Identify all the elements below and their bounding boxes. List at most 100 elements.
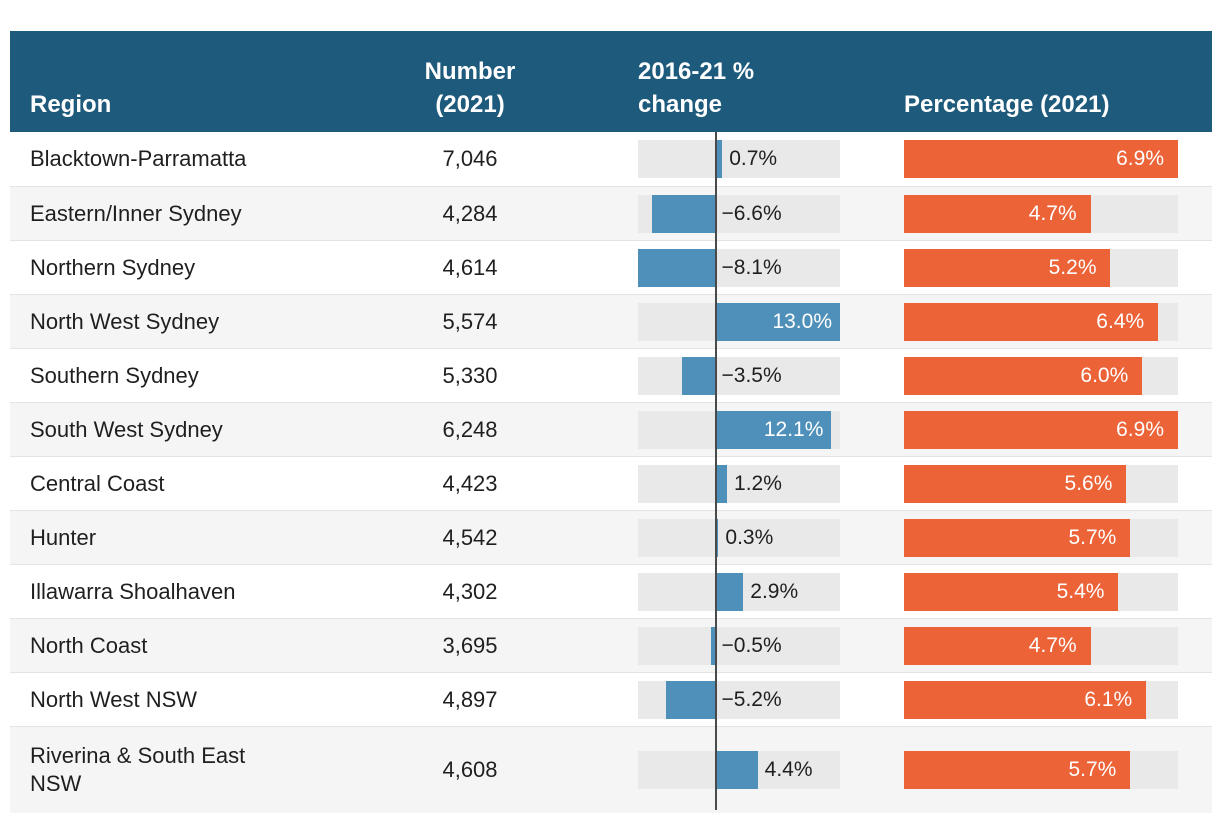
region-name: Eastern/Inner Sydney (30, 200, 242, 226)
number-value: 4,897 (442, 686, 498, 712)
change-bar-track: 0.7% (638, 140, 840, 178)
change-bar-label: 1.2% (734, 471, 782, 495)
table-body: Blacktown-Parramatta 7,046 0.7% 6.9% Eas… (10, 132, 1212, 813)
percentage-cell: 5.7% (860, 518, 1212, 557)
change-bar-track: −5.2% (638, 680, 840, 719)
percentage-bar-label: 4.7% (1028, 201, 1077, 225)
number-value: 4,614 (442, 254, 498, 280)
change-cell: −5.2% (520, 680, 860, 719)
percentage-bar-track: 4.7% (904, 194, 1178, 233)
col-header-percentage: Percentage (2021) (904, 91, 1110, 118)
percentage-bar (904, 140, 1178, 178)
percentage-bar-track: 6.4% (904, 302, 1178, 341)
change-bar (715, 464, 728, 503)
table-row: Southern Sydney 5,330 −3.5% 6.0% (10, 348, 1212, 402)
percentage-bar-label: 5.6% (1064, 471, 1113, 495)
change-cell: −0.5% (520, 626, 860, 665)
table-row: Hunter 4,542 0.3% 5.7% (10, 510, 1212, 564)
change-cell: −3.5% (520, 356, 860, 395)
number-value: 6,248 (442, 416, 498, 442)
table-row: Blacktown-Parramatta 7,046 0.7% 6.9% (10, 132, 1212, 186)
percentage-bar-label: 6.1% (1084, 687, 1133, 711)
percentage-cell: 5.2% (860, 248, 1212, 287)
percentage-bar (904, 572, 1119, 611)
col-header-change-line2: change (638, 91, 723, 118)
table-row: Illawarra Shoalhaven 4,302 2.9% 5.4% (10, 564, 1212, 618)
region-cell: North Coast (10, 632, 420, 660)
region-cell: Southern Sydney (10, 362, 420, 390)
change-bar (715, 751, 758, 789)
percentage-bar (904, 464, 1127, 503)
percentage-cell: 6.1% (860, 680, 1212, 719)
change-bar (715, 140, 723, 178)
table-header-row: Region Number (2021) 2016-21 % change Pe… (10, 31, 1212, 132)
change-bar (682, 356, 716, 395)
percentage-bar-label: 5.7% (1068, 525, 1117, 549)
change-cell: 12.1% (520, 410, 860, 449)
region-name: Riverina & South East NSW (30, 743, 246, 796)
change-bar-track: −3.5% (638, 356, 840, 395)
change-bar-label: 4.4% (764, 758, 813, 781)
percentage-bar (904, 410, 1178, 449)
region-name: North West Sydney (30, 308, 220, 334)
change-bar (710, 626, 716, 665)
table-row: North Coast 3,695 −0.5% 4.7% (10, 618, 1212, 672)
percentage-cell: 5.4% (860, 572, 1212, 611)
percentage-bar (904, 302, 1159, 341)
region-cell: Illawarra Shoalhaven (10, 578, 420, 606)
change-bar-track: 12.1% (638, 410, 840, 449)
col-header-number-line2: (2021) (435, 91, 505, 118)
region-cell: North West NSW (10, 686, 420, 714)
region-name: South West Sydney (30, 416, 223, 442)
percentage-cell: 6.4% (860, 302, 1212, 341)
change-bar-track: 0.3% (638, 518, 840, 557)
percentage-bar (904, 751, 1131, 789)
table-row: North West NSW 4,897 −5.2% 6.1% (10, 672, 1212, 726)
change-cell: 0.3% (520, 518, 860, 557)
change-bar (652, 194, 716, 233)
region-name: North West NSW (30, 686, 198, 712)
change-bar-label: 2.9% (750, 579, 799, 603)
change-cell: −8.1% (520, 248, 860, 287)
change-bar (715, 572, 744, 611)
percentage-bar-track: 4.7% (904, 626, 1178, 665)
change-cell: 4.4% (520, 751, 860, 789)
col-header-number-line1: Number (424, 58, 516, 85)
percentage-bar (904, 356, 1143, 395)
region-cell: North West Sydney (10, 308, 420, 336)
percentage-bar-label: 5.7% (1068, 758, 1117, 781)
change-bar-label: 13.0% (772, 309, 832, 333)
percentage-bar-label: 6.9% (1116, 147, 1164, 170)
change-bar-label: −5.2% (721, 687, 782, 711)
col-header-number: Number (2021) (420, 55, 520, 121)
table-row: North West Sydney 5,574 13.0% 6.4% (10, 294, 1212, 348)
percentage-bar-track: 6.1% (904, 680, 1178, 719)
percentage-cell: 4.7% (860, 194, 1212, 233)
change-cell: 1.2% (520, 464, 860, 503)
change-bar (665, 680, 716, 719)
region-cell: Central Coast (10, 470, 420, 498)
percentage-cell: 4.7% (860, 626, 1212, 665)
change-bar (715, 410, 832, 449)
percentage-bar-label: 5.2% (1048, 255, 1097, 279)
col-header-region: Region (30, 91, 112, 118)
number-value: 5,574 (442, 308, 498, 334)
number-value: 4,302 (442, 578, 498, 604)
region-name: Hunter (30, 524, 97, 550)
change-bar-track: −6.6% (638, 194, 840, 233)
percentage-bar-track: 6.9% (904, 140, 1178, 178)
percentage-bar-track: 5.6% (904, 464, 1178, 503)
change-bar-track: −0.5% (638, 626, 840, 665)
change-bar-track: 13.0% (638, 302, 840, 341)
region-name: Blacktown-Parramatta (30, 146, 247, 171)
percentage-cell: 5.6% (860, 464, 1212, 503)
change-bar (638, 248, 716, 287)
percentage-bar-label: 6.4% (1096, 309, 1145, 333)
change-cell: 0.7% (520, 140, 860, 178)
percentage-bar-label: 6.0% (1080, 363, 1129, 387)
region-cell: Blacktown-Parramatta (10, 145, 420, 173)
table-row: Northern Sydney 4,614 −8.1% 5.2% (10, 240, 1212, 294)
number-value: 3,695 (442, 632, 498, 658)
percentage-bar (904, 248, 1111, 287)
percentage-bar-track: 5.2% (904, 248, 1178, 287)
